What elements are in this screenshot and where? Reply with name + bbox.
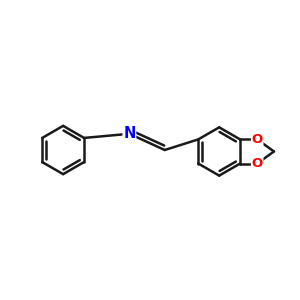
Text: O: O [252, 133, 263, 146]
Text: N: N [123, 126, 136, 141]
Text: O: O [252, 157, 263, 170]
